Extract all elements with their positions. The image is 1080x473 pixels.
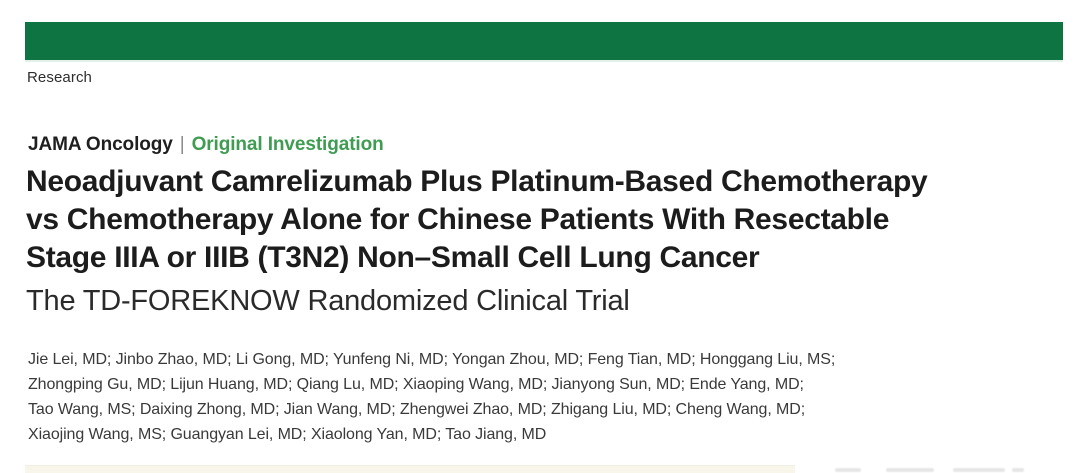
masthead-bar-edge	[25, 60, 1063, 62]
kicker-separator: |	[179, 134, 185, 155]
keypoints-box-top-edge	[25, 465, 795, 473]
cutoff-content-fragment	[953, 468, 1005, 472]
author-line-2: Zhongping Gu, MD; Lijun Huang, MD; Qiang…	[28, 376, 804, 393]
article-subtitle: The TD-FOREKNOW Randomized Clinical Tria…	[26, 285, 630, 317]
author-line-1: Jie Lei, MD; Jinbo Zhao, MD; Li Gong, MD…	[28, 351, 836, 368]
title-line-2: vs Chemotherapy Alone for Chinese Patien…	[26, 203, 890, 236]
author-line-3: Tao Wang, MS; Daixing Zhong, MD; Jian Wa…	[28, 401, 806, 418]
author-line-4: Xiaojing Wang, MS; Guangyan Lei, MD; Xia…	[28, 426, 547, 443]
section-label: Research	[27, 69, 92, 86]
article-title: Neoadjuvant Camrelizumab Plus Platinum-B…	[26, 163, 928, 320]
title-line-1: Neoadjuvant Camrelizumab Plus Platinum-B…	[26, 165, 928, 198]
title-line-3: Stage IIIA or IIIB (T3N2) Non–Small Cell…	[26, 241, 760, 274]
journal-masthead-bar	[25, 22, 1063, 60]
article-type-label[interactable]: Original Investigation	[191, 134, 384, 155]
cutoff-content-fragment	[835, 468, 861, 472]
cutoff-content-fragment	[886, 468, 934, 472]
author-list: Jie Lei, MD; Jinbo Zhao, MD; Li Gong, MD…	[28, 347, 835, 447]
article-kicker: JAMA Oncology | Original Investigation	[28, 134, 384, 156]
journal-name: JAMA Oncology	[28, 134, 173, 155]
cutoff-content-fragment	[1012, 468, 1024, 472]
